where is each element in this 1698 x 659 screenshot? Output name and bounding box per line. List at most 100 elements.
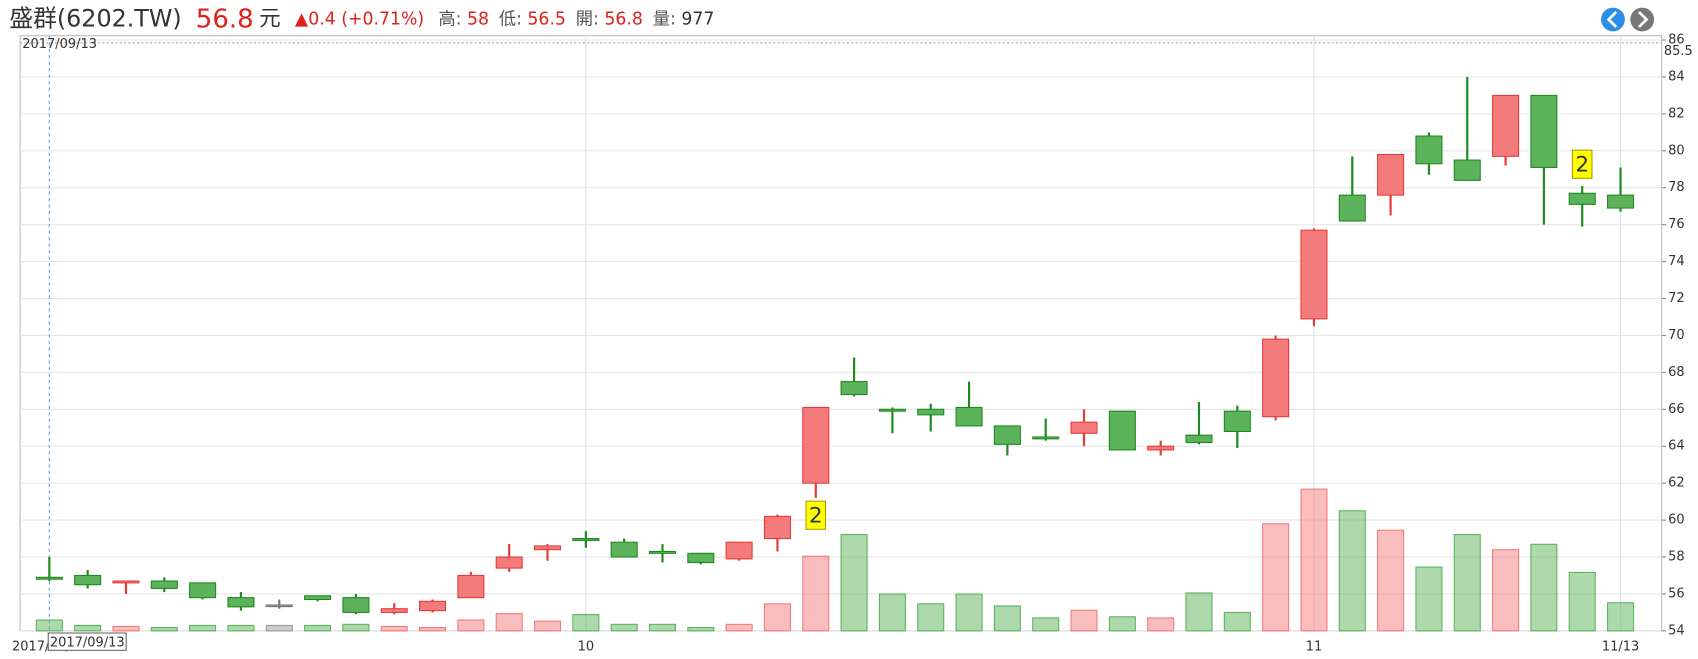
x-tick-label: 11 (1306, 640, 1323, 655)
high-value: 58 (467, 9, 489, 29)
volume-bar (1377, 529, 1405, 632)
cursor-date-box (47, 632, 127, 651)
candle-body (1453, 159, 1481, 181)
volume-bar (1147, 617, 1175, 632)
candle-body (1338, 194, 1366, 222)
candle-body (150, 580, 178, 589)
volume-bar (993, 605, 1021, 632)
volume-bar (648, 623, 677, 632)
y-tick-label: 68 (1668, 365, 1685, 380)
y-tick-label: 58 (1668, 550, 1685, 565)
x-tick-label: 11/13 (1602, 640, 1639, 655)
candle-body (1147, 445, 1175, 451)
volume-bar (878, 593, 906, 632)
y-tick-label: 60 (1668, 513, 1685, 528)
candle-body (457, 574, 485, 599)
candle-body (112, 580, 140, 584)
change: ▲0.4 (+0.71%) (295, 9, 424, 29)
volume-bar (1607, 602, 1635, 632)
volume-bar (1032, 617, 1060, 632)
volume-bar (917, 603, 945, 632)
low-label: 低: (499, 9, 522, 29)
volume-bar (342, 623, 370, 632)
volume-bar (1568, 571, 1596, 632)
volume-bar (419, 627, 447, 632)
volume-bar (1223, 611, 1251, 632)
y-tick-label: 56 (1668, 586, 1685, 601)
y-tick-label: 70 (1668, 328, 1685, 343)
volume-bar (687, 627, 715, 632)
candle-body (189, 582, 217, 599)
prev-button[interactable] (1601, 7, 1625, 32)
volume-bar (380, 625, 408, 632)
candle-body (993, 425, 1021, 445)
y-tick-label: 82 (1668, 106, 1685, 121)
candle-body (610, 541, 638, 558)
volume-bar (74, 624, 102, 632)
volume-bar (802, 555, 830, 632)
volume-bar (495, 613, 523, 632)
volume-bar (955, 593, 983, 632)
candle-body (687, 552, 715, 564)
volume-bar (572, 614, 600, 632)
candle-body (304, 595, 332, 601)
volume-bar (1108, 616, 1136, 632)
volume-value: 977 (681, 9, 714, 29)
volume-bar (1300, 488, 1328, 632)
volume-bar (763, 603, 791, 632)
header: 盛群(6202.TW) 56.8 元 ▲0.4 (+0.71%) 高: 58 低… (9, 4, 714, 34)
volume-bar (1338, 510, 1366, 632)
y-tick-label: 54 (1668, 623, 1685, 638)
open-value: 56.8 (604, 9, 643, 29)
volume-bar (265, 624, 293, 632)
candle-body (917, 408, 945, 416)
candle-body (74, 574, 102, 586)
y-tick-label: 74 (1668, 254, 1685, 269)
y-tick-label: 80 (1668, 143, 1685, 158)
candle-body (572, 538, 600, 541)
candle-body (265, 604, 293, 608)
y-tick-label: 66 (1668, 402, 1685, 417)
volume-bar (457, 619, 485, 632)
next-button[interactable] (1630, 7, 1655, 32)
y-tick-label: 62 (1668, 476, 1685, 491)
stock-name: 盛群(6202.TW) (9, 4, 181, 32)
volume-label: 量: (653, 9, 676, 29)
candle-body (1262, 338, 1290, 418)
candle-body (1415, 135, 1443, 165)
annotation-box (805, 500, 827, 530)
y-tick-label: 84 (1668, 69, 1685, 84)
candle-body (1032, 436, 1060, 440)
volume-bar (1185, 592, 1213, 632)
candle-body (342, 597, 370, 613)
volume-bar (112, 625, 140, 632)
candle-body (1530, 94, 1558, 168)
annotation-label: 2 (809, 503, 823, 528)
volume-bar (35, 619, 63, 632)
volume-bar (150, 627, 178, 632)
price: 56.8 (196, 4, 254, 34)
y-tick-label: 76 (1668, 217, 1685, 232)
candle-body (955, 406, 983, 427)
candle-body (419, 600, 447, 612)
candle-body (1568, 192, 1596, 205)
volume-bar (1070, 609, 1098, 632)
volume-bar (1453, 533, 1481, 632)
candle-body (35, 576, 63, 580)
candle-body (1492, 94, 1520, 157)
annotation-label: 2 (1575, 152, 1589, 177)
volume-bar (227, 624, 255, 632)
cursor-date-box-label: 2017/09/13 (50, 635, 125, 650)
x-tick-label: 10 (578, 640, 595, 655)
volume-bar (840, 533, 868, 632)
candle-body (1377, 153, 1405, 196)
high-label: 高: (438, 9, 461, 29)
candle-body (802, 406, 830, 484)
y-tick-label: 86 (1668, 33, 1685, 48)
y-tick-label: 72 (1668, 291, 1685, 306)
candle-body (763, 515, 791, 540)
candle-body (1607, 194, 1635, 209)
volume-bar (1530, 543, 1558, 632)
